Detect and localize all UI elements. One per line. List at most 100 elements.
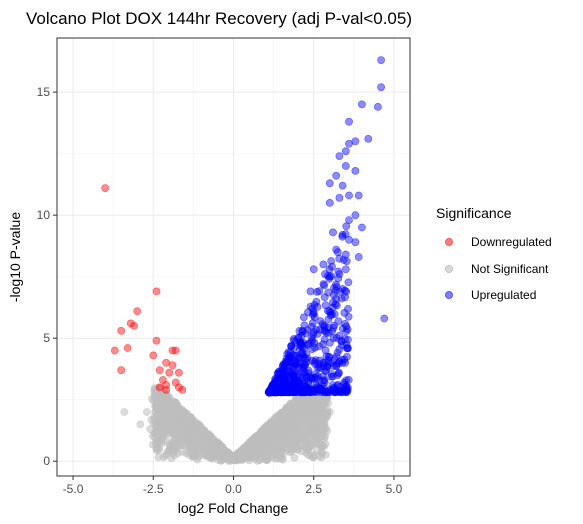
point-upregulated (291, 369, 300, 378)
point-not-significant (309, 450, 318, 459)
point-downregulated (110, 346, 119, 355)
point-not-significant (290, 411, 299, 420)
point-not-significant (320, 442, 328, 451)
point-upregulated (341, 162, 350, 170)
point-not-significant (312, 415, 321, 424)
point-upregulated (313, 287, 321, 296)
point-upregulated (307, 338, 315, 347)
legend-label-upregulated: Upregulated (471, 288, 536, 302)
point-upregulated (325, 198, 334, 207)
point-upregulated (321, 367, 330, 376)
point-upregulated (351, 166, 360, 175)
point-downregulated (123, 344, 132, 352)
point-upregulated (277, 367, 286, 376)
point-upregulated (321, 301, 330, 310)
point-not-significant (217, 442, 226, 450)
x-tick-label: 5.0 (386, 482, 403, 496)
point-upregulated (329, 334, 338, 342)
point-upregulated (313, 302, 322, 311)
point-upregulated (354, 253, 363, 261)
point-upregulated (340, 384, 349, 393)
point-upregulated (319, 381, 327, 390)
point-not-significant (287, 418, 296, 427)
point-not-significant (148, 432, 157, 441)
point-not-significant (318, 422, 327, 431)
point-not-significant (149, 419, 158, 428)
y-axis-ticks: 0 5 10 15 (37, 85, 57, 468)
point-not-significant (152, 403, 161, 411)
point-not-significant (142, 408, 151, 416)
point-not-significant (146, 425, 154, 434)
point-upregulated (341, 147, 350, 156)
y-tick-label: 10 (37, 208, 51, 222)
legend-label-downregulated: Downregulated (471, 235, 552, 249)
point-upregulated (319, 280, 328, 288)
point-upregulated (338, 285, 347, 293)
point-not-significant (171, 410, 180, 419)
point-upregulated (332, 171, 341, 180)
point-not-significant (178, 437, 187, 446)
point-upregulated (354, 191, 363, 200)
point-upregulated (306, 287, 315, 296)
point-upregulated (313, 329, 322, 338)
chart-title: Volcano Plot DOX 144hr Recovery (adj P-v… (26, 9, 412, 28)
point-upregulated (319, 260, 328, 269)
point-upregulated (310, 385, 319, 394)
point-downregulated (165, 368, 174, 377)
point-upregulated (344, 375, 353, 384)
point-upregulated (373, 103, 382, 111)
point-upregulated (343, 344, 351, 352)
point-upregulated (335, 270, 344, 279)
legend-key-not-significant (444, 264, 453, 273)
point-upregulated (308, 318, 317, 327)
point-not-significant (186, 446, 195, 455)
point-not-significant (274, 418, 283, 427)
point-downregulated (117, 326, 126, 335)
y-axis-title: -log10 P-value (7, 212, 23, 302)
point-downregulated (149, 351, 158, 360)
point-upregulated (338, 181, 347, 190)
point-downregulated (162, 385, 170, 394)
point-upregulated (344, 278, 353, 287)
point-upregulated (336, 386, 345, 395)
point-upregulated (334, 368, 343, 377)
point-upregulated (285, 356, 293, 365)
point-upregulated (326, 311, 335, 320)
legend-key-downregulated (444, 237, 453, 246)
point-not-significant (294, 426, 303, 434)
point-not-significant (301, 442, 309, 451)
point-upregulated (329, 228, 337, 237)
point-not-significant (254, 451, 263, 459)
point-upregulated (296, 338, 305, 347)
point-upregulated (345, 117, 353, 126)
point-downregulated (117, 366, 126, 375)
point-upregulated (334, 317, 343, 326)
point-upregulated (344, 312, 353, 321)
legend: Significance Downregulated Not Significa… (436, 205, 552, 302)
point-upregulated (327, 257, 336, 265)
point-upregulated (298, 384, 307, 393)
point-upregulated (324, 328, 333, 337)
point-upregulated (320, 281, 329, 290)
point-not-significant (178, 412, 187, 421)
point-upregulated (324, 288, 333, 297)
point-upregulated (364, 134, 373, 143)
point-not-significant (248, 446, 257, 455)
point-upregulated (292, 381, 300, 390)
point-not-significant (151, 440, 160, 449)
point-not-significant (169, 442, 178, 451)
point-upregulated (304, 369, 313, 377)
point-upregulated (310, 358, 319, 366)
point-not-significant (187, 413, 196, 422)
point-not-significant (171, 420, 180, 429)
point-upregulated (338, 230, 347, 239)
y-tick-label: 15 (37, 85, 51, 99)
point-upregulated (325, 179, 334, 188)
point-upregulated (299, 313, 308, 322)
x-tick-label: 0.0 (225, 482, 242, 496)
point-upregulated (324, 387, 333, 396)
point-upregulated (321, 270, 329, 279)
point-upregulated (351, 238, 360, 247)
point-not-significant (215, 451, 224, 460)
point-upregulated (277, 379, 286, 388)
